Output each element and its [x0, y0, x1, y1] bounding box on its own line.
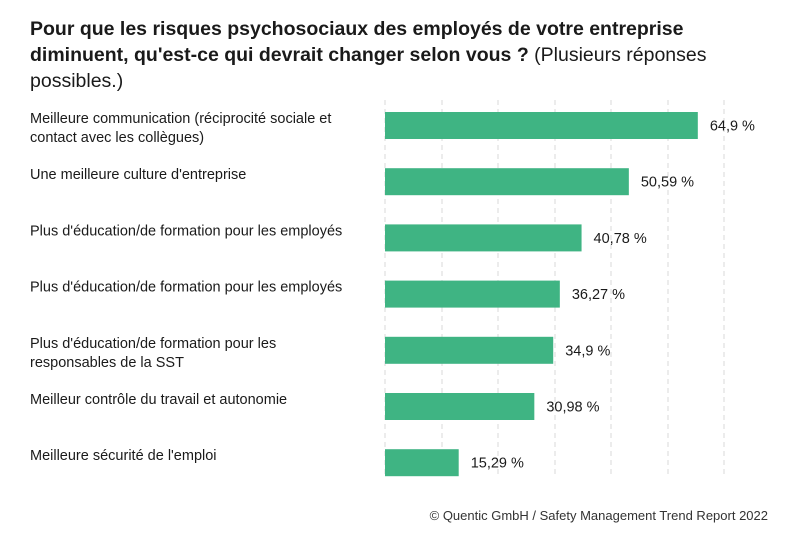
copyright-footer: © Quentic GmbH / Safety Management Trend… [429, 508, 768, 523]
category-label-0-line-1: contact avec les collègues) [30, 130, 204, 146]
category-label-4-line-0: Plus d'éducation/de formation pour les [30, 336, 276, 352]
category-label-2: Plus d'éducation/de formation pour les e… [30, 223, 342, 239]
category-label-0-line-0: Meilleure communication (réciprocité soc… [30, 111, 331, 127]
category-label-3: Plus d'éducation/de formation pour les e… [30, 280, 342, 296]
category-label-6: Meilleure sécurité de l'emploi [30, 448, 217, 464]
value-label-0: 64,9 % [710, 119, 755, 135]
category-label-5-line-0: Meilleur contrôle du travail et autonomi… [30, 392, 287, 408]
category-label-1: Une meilleure culture d'entreprise [30, 167, 246, 183]
bar-4 [385, 336, 554, 364]
bar-1 [385, 168, 629, 196]
category-label-1-line-0: Une meilleure culture d'entreprise [30, 167, 246, 183]
chart-title: Pour que les risques psychosociaux des e… [30, 16, 780, 94]
category-label-5: Meilleur contrôle du travail et autonomi… [30, 392, 287, 408]
value-label-6: 15,29 % [471, 456, 524, 472]
bar-0 [385, 112, 698, 139]
category-label-2-line-0: Plus d'éducation/de formation pour les e… [30, 223, 342, 239]
value-label-3: 36,27 % [572, 287, 625, 303]
value-label-5: 30,98 % [546, 400, 599, 416]
bar-6 [385, 449, 459, 477]
chart-title-question: Pour que les risques psychosociaux des e… [30, 18, 684, 66]
category-label-0: Meilleure communication (réciprocité soc… [30, 111, 331, 146]
category-label-4: Plus d'éducation/de formation pour les re… [30, 336, 276, 371]
category-label-3-line-0: Plus d'éducation/de formation pour les e… [30, 280, 342, 296]
category-label-4-line-1: responsables de la SST [30, 355, 184, 371]
bar-3 [385, 280, 560, 308]
bar-5 [385, 393, 535, 420]
bar-2 [385, 224, 582, 252]
value-label-4: 34,9 % [565, 343, 610, 359]
value-label-1: 50,59 % [641, 175, 694, 191]
category-label-6-line-0: Meilleure sécurité de l'emploi [30, 448, 217, 464]
value-label-2: 40,78 % [594, 231, 647, 247]
chart-title-note: (Plusieurs réponses possibles.) [30, 44, 707, 92]
